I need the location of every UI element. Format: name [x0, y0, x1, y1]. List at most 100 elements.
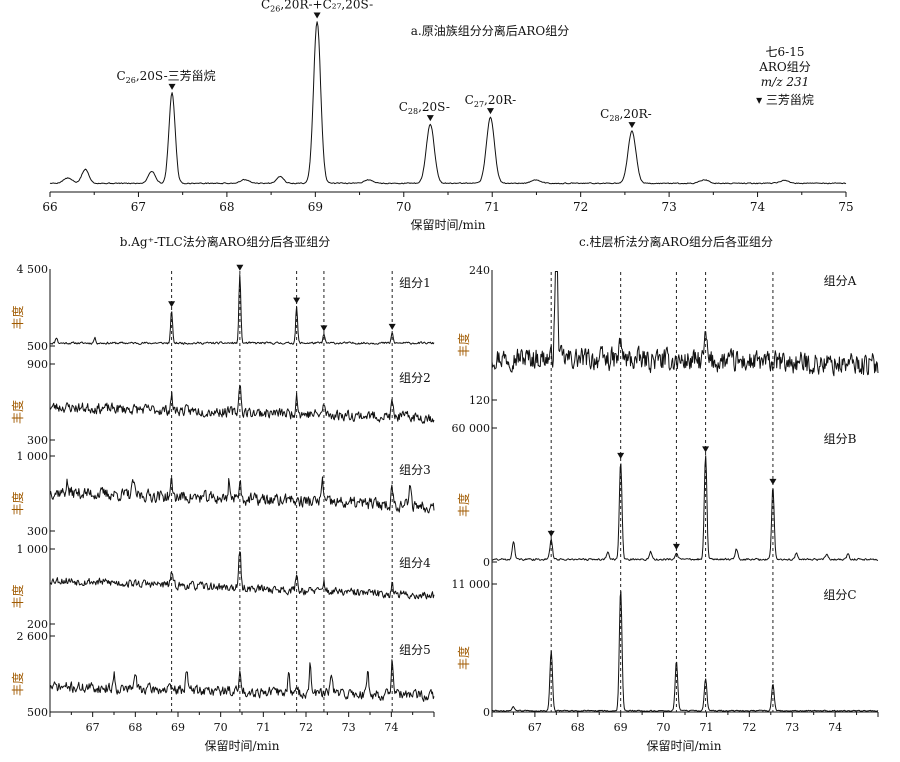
- fraction-name: 组分4: [399, 556, 431, 570]
- y-tick-label-top: 1 000: [17, 543, 49, 556]
- y-tick-label-bottom: 500: [27, 706, 48, 719]
- peak-marker: [769, 478, 777, 485]
- panel-a-markers: [168, 12, 636, 129]
- panel-b-title: b.Ag⁺-TLC法分离ARO组分后各亚组分: [120, 234, 331, 249]
- panel-a-title: a.原油族组分分离后ARO组分: [411, 23, 570, 38]
- panel-a-x-tick-label: 71: [485, 200, 500, 214]
- panel-a-peak-label: C26,20R-+C₂₇,20S-: [261, 0, 373, 13]
- y-axis-label: 丰度: [456, 493, 471, 517]
- panel-a-peak-label: C28,20S-: [399, 100, 450, 116]
- info-well: 七6-15: [766, 45, 805, 59]
- x-tick-label: 68: [571, 721, 585, 734]
- x-tick-label: 69: [171, 721, 185, 734]
- panel-a-peak-marker: [486, 108, 494, 115]
- x-tick-label: 73: [342, 721, 356, 734]
- y-axis-label: 丰度: [10, 672, 25, 696]
- panel-a-trace: [49, 21, 847, 185]
- panel-a-peak-label: C27,20R-: [465, 93, 517, 109]
- y-tick-label-top: 4 500: [17, 263, 49, 276]
- x-tick-label: 72: [742, 721, 756, 734]
- x-tick-label: 71: [699, 721, 713, 734]
- peak-marker: [702, 446, 710, 453]
- x-tick-label: 71: [256, 721, 270, 734]
- y-tick-label-bottom: 200: [27, 618, 48, 631]
- x-tick-label: 67: [528, 721, 542, 734]
- panel-a-x-tick-label: 74: [750, 200, 766, 214]
- panel-a-info: 七6-15 ARO组分 m/z 231 ▾ 三芳甾烷: [756, 45, 814, 107]
- panel-a-x-tick-label: 68: [219, 200, 234, 214]
- fraction-trace: [491, 591, 879, 712]
- y-axis-label: 丰度: [10, 491, 25, 515]
- fraction-trace: [49, 551, 435, 600]
- panel-b-x-label: 保留时间/min: [205, 739, 280, 753]
- fraction-name: 组分B: [824, 432, 857, 446]
- panel-a-peak-marker: [426, 115, 434, 122]
- x-tick-label: 74: [384, 721, 398, 734]
- fraction-trace: [49, 476, 435, 514]
- panel-a-x-tick-label: 70: [396, 200, 411, 214]
- fraction-name: 组分5: [399, 643, 431, 657]
- panel-a-peak-marker: [313, 12, 321, 19]
- fraction-name: 组分2: [399, 371, 431, 385]
- peak-marker: [236, 264, 244, 271]
- fraction-trace: [49, 384, 435, 424]
- panel-c-title: c.柱层析法分离ARO组分后各亚组分: [579, 234, 773, 249]
- fraction-trace: [491, 455, 879, 561]
- x-tick-label: 69: [614, 721, 628, 734]
- panel-a-peak-marker: [168, 83, 176, 90]
- peak-marker: [617, 452, 625, 459]
- peak-marker: [547, 530, 555, 537]
- panel-c: c.柱层析法分离ARO组分后各亚组分 67 68 69 70 71 72 73 74 240 12…: [452, 234, 879, 753]
- panel-b-body: 67 68 69 70 71 72 73 744 500500丰度组分1900300丰度组分2…: [10, 263, 435, 734]
- y-axis-label: 丰度: [456, 333, 471, 357]
- y-axis-label: 丰度: [10, 400, 25, 424]
- y-axis-label: 丰度: [10, 584, 25, 608]
- peak-marker: [168, 301, 176, 308]
- panel-a-peak-label: C28,20R-: [600, 107, 652, 123]
- y-tick-label-top: 900: [27, 358, 48, 371]
- panel-a-peak-label: C26,20S-三芳甾烷: [116, 69, 215, 85]
- fraction-trace: [49, 659, 435, 702]
- panel-a: a.原油族组分分离后ARO组分 七6-15 ARO组分 m/z 231 ▾ 三芳…: [42, 0, 853, 232]
- panel-a-x-tick-label: 66: [42, 200, 57, 214]
- y-tick-label-bottom: 500: [27, 340, 48, 353]
- peak-marker: [388, 323, 396, 330]
- fraction-name: 组分C: [823, 588, 856, 602]
- peak-marker: [293, 297, 301, 304]
- peak-marker: [320, 325, 328, 332]
- fraction-name: 组分A: [824, 274, 857, 288]
- x-tick-label: 70: [214, 721, 228, 734]
- x-tick-label: 73: [785, 721, 799, 734]
- x-tick-label: 68: [128, 721, 142, 734]
- info-mz: m/z 231: [761, 75, 809, 89]
- fraction-name: 组分3: [399, 463, 431, 477]
- x-tick-label: 67: [86, 721, 100, 734]
- y-tick-label-top: 240: [469, 264, 490, 277]
- y-axis-label: 丰度: [456, 646, 471, 670]
- panel-a-x-tick-label: 75: [838, 200, 853, 214]
- peak-marker: [672, 543, 680, 550]
- y-axis-label: 丰度: [10, 305, 25, 329]
- info-legend: ▾ 三芳甾烷: [756, 93, 814, 107]
- panel-a-x-tick-label: 73: [661, 200, 676, 214]
- panel-a-x-tick-label: 67: [131, 200, 146, 214]
- y-tick-label-top: 2 600: [17, 630, 49, 643]
- x-tick-label: 70: [657, 721, 671, 734]
- panel-b: b.Ag⁺-TLC法分离ARO组分后各亚组分 67 68 69 70 71 72 73 74 4…: [10, 234, 435, 753]
- x-tick-label: 72: [299, 721, 313, 734]
- panel-a-ticks: 66 67 68 69 70 71 72 73 74 75: [42, 192, 854, 214]
- y-tick-label-bottom: 120: [469, 394, 490, 407]
- fraction-trace: [491, 271, 879, 377]
- y-tick-label-top: 11 000: [452, 578, 491, 591]
- y-tick-label-top: 60 000: [452, 422, 491, 435]
- y-tick-label-top: 1 000: [17, 450, 49, 463]
- info-fraction: ARO组分: [758, 60, 811, 74]
- y-tick-label-bottom: 0: [483, 706, 490, 719]
- fraction-trace: [49, 274, 435, 345]
- panel-c-x-label: 保留时间/min: [647, 739, 722, 753]
- fraction-name: 组分1: [399, 276, 431, 290]
- x-tick-label: 74: [828, 721, 842, 734]
- panel-a-peak-marker: [628, 122, 636, 129]
